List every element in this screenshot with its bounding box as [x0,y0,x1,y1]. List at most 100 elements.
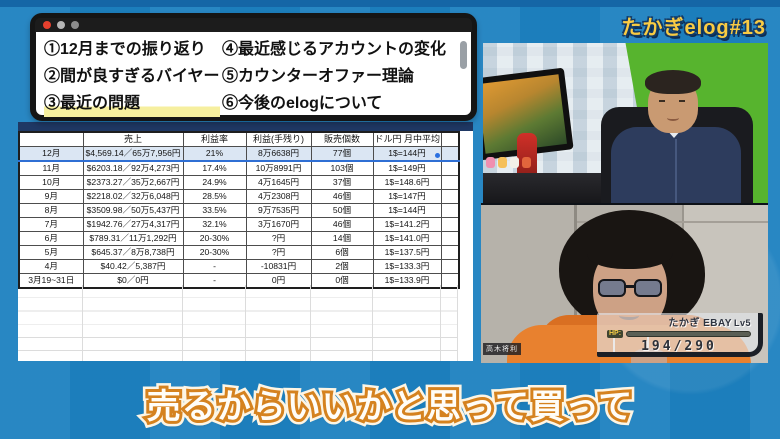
cell-profit[interactable]: 10万8991円 [245,160,312,176]
webcam-top [483,43,768,203]
hp-level: Lv5 [733,318,751,328]
cell-units[interactable]: 37個 [310,175,374,190]
selection-handle-dot[interactable] [435,153,440,158]
col-header-filler[interactable] [440,131,460,147]
cell-filler[interactable] [440,146,460,162]
table-row: 12月 $4,569.14／65万7,956円 21% 8万6638円 77個 1$=14… [18,146,460,162]
cell-profit[interactable]: 4万1645円 [245,175,312,190]
cell-units[interactable]: 103個 [310,160,374,176]
subtitle-outline-orange: 売るからいいかと思って買って [144,384,636,430]
microphone [517,133,537,177]
cell-rate[interactable]: 1$=149円 [372,160,442,176]
cell-rate[interactable]: 1$=148.6円 [372,175,442,190]
col-header-sales[interactable]: 売上 [82,131,184,147]
sheet-title-row [18,122,473,131]
cell-month[interactable]: 4月 [18,259,84,274]
cell-profit[interactable]: 3万1670円 [245,217,312,232]
cell-sales[interactable]: $6203.18／92万4,273円 [82,160,184,176]
cell-sales[interactable]: $40.42／5,387円 [82,259,184,274]
cell-rate[interactable]: 1$=133.3円 [372,259,442,274]
table-header-row: 売上 利益率 利益(手残り) 販売個数 ドル円 月中平均 [18,131,460,147]
cell-filler[interactable] [440,259,460,274]
cell-sales[interactable]: $789.31／11万1,292円 [82,231,184,246]
cell-profit[interactable]: 9万7535円 [245,203,312,218]
cell-rate[interactable]: 1$=147円 [372,189,442,204]
topic-item-2: ②間が良すぎるバイヤー [44,68,220,85]
cell-margin[interactable]: 28.5% [182,189,247,204]
cell-units[interactable]: 77個 [310,146,374,162]
empty-grid-cells[interactable] [18,285,458,361]
cell-margin[interactable]: 20-30% [182,231,247,246]
cell-month[interactable]: 12月 [18,146,84,162]
cell-margin[interactable]: 20-30% [182,245,247,260]
minimize-icon[interactable] [57,21,65,29]
col-header-units[interactable]: 販売個数 [310,131,374,147]
cell-profit[interactable]: ?円 [245,231,312,246]
episode-title-badge: たかぎelog#13 [621,17,766,39]
cell-units[interactable]: 14個 [310,231,374,246]
cell-profit[interactable]: -10831円 [245,259,312,274]
col-header-profit[interactable]: 利益(手残り) [245,131,312,147]
cell-rate[interactable]: 1$=141.0円 [372,231,442,246]
cell-margin[interactable]: 24.9% [182,175,247,190]
cell-sales[interactable]: $3509.98／50万5,437円 [82,203,184,218]
cell-rate[interactable]: 1$=141.2円 [372,217,442,232]
subtitle-text: 売るからいいかと思って買って [146,387,634,427]
hp-label: HP: [607,330,624,338]
hp-bar-track [626,331,751,337]
cell-filler[interactable] [440,203,460,218]
person-bottom-fringe [587,235,673,269]
cell-filler[interactable] [440,231,460,246]
cell-rate[interactable]: 1$=137.5円 [372,245,442,260]
cell-filler[interactable] [440,245,460,260]
cell-margin[interactable]: 32.1% [182,217,247,232]
cell-units[interactable]: 50個 [310,203,374,218]
close-icon[interactable] [43,21,51,29]
cell-profit[interactable]: 8万6638円 [245,146,312,162]
cell-units[interactable]: 6個 [310,245,374,260]
cell-rate[interactable]: 1$=144円 [372,146,442,162]
cell-sales[interactable]: $1942.76／27万4,317円 [82,217,184,232]
cell-margin[interactable]: 17.4% [182,160,247,176]
cell-profit[interactable]: ?円 [245,245,312,260]
topic-item-4: ④最近感じるアカウントの変化 [222,41,447,58]
cell-rate[interactable]: 1$=144円 [372,203,442,218]
cell-month[interactable]: 5月 [18,245,84,260]
cell-units[interactable]: 46個 [310,189,374,204]
scrollbar-thumb[interactable] [460,41,467,69]
cell-margin[interactable]: 33.5% [182,203,247,218]
cell-month[interactable]: 6月 [18,231,84,246]
cell-margin[interactable]: 21% [182,146,247,162]
subtitle-outline-outer: 売るからいいかと思って買って [141,382,638,433]
person-top-smile [667,115,679,121]
cell-month[interactable]: 10月 [18,175,84,190]
cell-month[interactable]: 11月 [18,160,84,176]
cell-filler[interactable] [440,160,460,176]
table-row: 10月 $2373.27／35万2,667円 24.9% 4万1645円 37個 1$=1… [18,175,460,190]
cell-filler[interactable] [440,217,460,232]
col-header-margin[interactable]: 利益率 [182,131,247,147]
cell-sales[interactable]: $2218.02／32万6,048円 [82,189,184,204]
cell-sales[interactable]: $645.37／8万8,738円 [82,245,184,260]
cell-month[interactable]: 9月 [18,189,84,204]
cell-month[interactable]: 8月 [18,203,84,218]
col-header-month[interactable] [18,131,84,147]
topic-item-6: ⑥今後のelogについて [222,95,383,112]
col-header-rate[interactable]: ドル円 月中平均 [372,131,442,147]
cell-filler[interactable] [440,189,460,204]
person-top-hair [645,70,701,94]
cell-profit[interactable]: 4万2308円 [245,189,312,204]
cell-margin[interactable]: - [182,259,247,274]
glasses-bridge [625,285,635,288]
maximize-icon[interactable] [71,21,79,29]
cell-sales[interactable]: $4,569.14／65万7,956円 [82,146,184,162]
cell-filler[interactable] [440,175,460,190]
subtitle: 売るからいいかと思って買って 売るからいいかと思って買って 売るからいいかと思っ… [0,379,780,433]
spreadsheet: 売上 利益率 利益(手残り) 販売個数 ドル円 月中平均 12月 $4,569.1… [18,122,473,361]
cell-units[interactable]: 46個 [310,217,374,232]
cell-sales[interactable]: $2373.27／35万2,667円 [82,175,184,190]
cell-units[interactable]: 2個 [310,259,374,274]
cell-month[interactable]: 7月 [18,217,84,232]
table-row: 6月 $789.31／11万1,292円 20-30% ?円 14個 1$=141.0円 [18,231,460,246]
sales-table: 売上 利益率 利益(手残り) 販売個数 ドル円 月中平均 12月 $4,569.1… [18,131,460,289]
